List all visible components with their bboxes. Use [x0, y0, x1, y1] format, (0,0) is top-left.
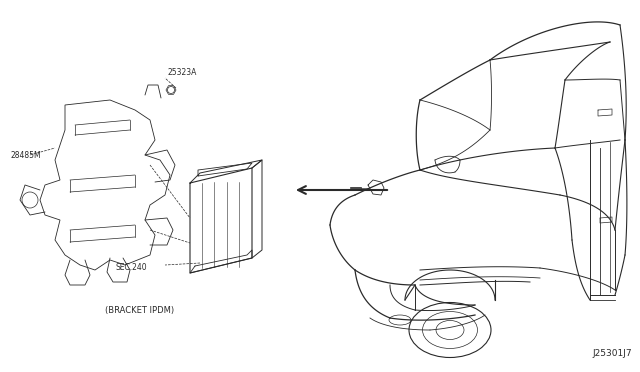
Text: (BRACKET IPDM): (BRACKET IPDM): [106, 305, 175, 314]
Text: SEC.240: SEC.240: [115, 263, 147, 272]
Text: 28485M: 28485M: [10, 151, 40, 160]
Text: J25301J7: J25301J7: [593, 349, 632, 358]
Text: 25323A: 25323A: [168, 67, 197, 77]
